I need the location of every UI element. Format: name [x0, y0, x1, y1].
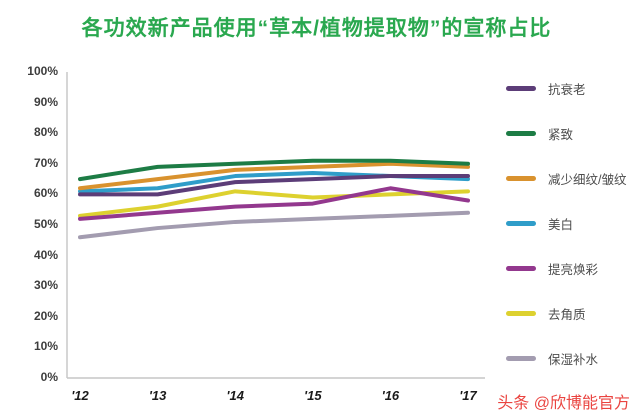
legend-label: 美白	[548, 218, 574, 232]
y-tick-label: 100%	[27, 64, 58, 78]
y-tick-label: 60%	[33, 186, 58, 201]
legend-swatch-icon	[506, 311, 536, 316]
x-tick-label: '17	[459, 388, 477, 403]
series-line-去角质	[78, 189, 470, 218]
y-tick-label: 10%	[33, 339, 58, 354]
legend-swatch-icon	[506, 266, 536, 271]
legend-item-美白: 美白	[506, 201, 633, 246]
legend-item-抗衰老: 抗衰老	[506, 66, 633, 111]
y-tick-label: 0%	[40, 370, 58, 384]
plot-area	[66, 72, 485, 379]
legend-label: 提亮焕彩	[548, 263, 599, 277]
series-line-抗衰老	[78, 174, 470, 197]
y-tick-label: 20%	[33, 308, 58, 323]
x-tick-label: '14	[226, 388, 244, 403]
chart-legend: 抗衰老紧致减少细纹/皱纹 美白提亮焕彩去角质保湿补水	[506, 66, 633, 381]
y-tick-label: 90%	[33, 94, 58, 109]
legend-swatch-icon	[506, 176, 536, 181]
legend-item-减少细纹/皱纹: 减少细纹/皱纹	[506, 156, 633, 201]
legend-swatch-icon	[506, 86, 536, 91]
series-line-减少细纹/皱纹	[78, 161, 470, 191]
legend-swatch-icon	[506, 356, 536, 361]
legend-swatch-icon	[506, 131, 536, 136]
y-tick-label: 70%	[33, 155, 58, 170]
y-tick-label: 40%	[33, 247, 58, 262]
legend-label: 保湿补水	[548, 353, 599, 367]
legend-swatch-icon	[506, 221, 536, 226]
x-tick-label: '16	[381, 388, 400, 403]
legend-label: 去角质	[548, 308, 586, 322]
y-tick-label: 50%	[33, 217, 58, 231]
chart-title: 各功效新产品使用“草本/植物提取物”的宣称占比	[81, 17, 552, 40]
watermark-text: 头条 @欣博能官方	[497, 395, 630, 412]
legend-item-提亮焕彩: 提亮焕彩	[506, 246, 633, 291]
x-tick-label: '15	[304, 388, 322, 403]
legend-label: 抗衰老	[548, 83, 586, 97]
legend-item-紧致: 紧致	[506, 111, 633, 156]
legend-item-保湿补水: 保湿补水	[506, 336, 633, 381]
series-line-紧致	[78, 158, 470, 182]
series-line-保湿补水	[78, 210, 470, 240]
y-axis: 100% 90% 80% 70% 60% 50% 40% 30% 20% 10% 0%	[0, 0, 58, 416]
y-tick-label: 80%	[33, 125, 58, 140]
series-line-提亮焕彩	[78, 186, 470, 221]
legend-label: 紧致	[548, 128, 574, 142]
x-tick-label: '12	[71, 388, 89, 403]
legend-item-去角质: 去角质	[506, 291, 633, 336]
y-tick-label: 30%	[33, 278, 58, 293]
x-tick-label: '13	[148, 388, 167, 403]
legend-label: 减少细纹/皱纹	[548, 173, 627, 187]
